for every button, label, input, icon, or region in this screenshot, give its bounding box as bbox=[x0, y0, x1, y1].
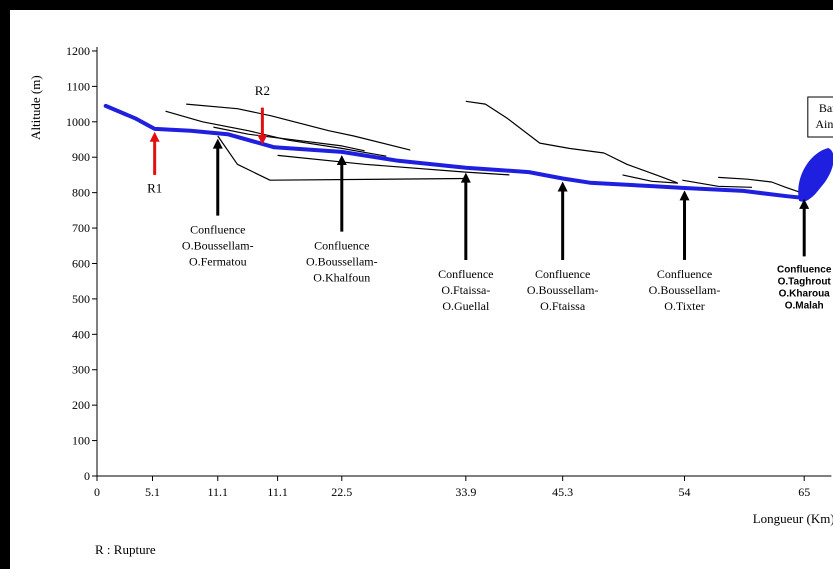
tributary-profile-line bbox=[603, 152, 678, 184]
y-tick-label: 1000 bbox=[66, 115, 90, 129]
dam-label-box bbox=[807, 96, 833, 138]
y-tick-label: 300 bbox=[72, 363, 90, 377]
x-tick-label: 0 bbox=[94, 485, 100, 499]
arrow-head bbox=[149, 131, 160, 142]
confluence-label-line: O.Boussellam- bbox=[182, 239, 254, 253]
confluence-label-line: Confluence bbox=[777, 264, 832, 275]
x-tick-label: 33.9 bbox=[455, 485, 476, 499]
confluence-arrow-c5 bbox=[679, 190, 690, 260]
confluence-label-line: O.Guellal bbox=[442, 299, 490, 313]
confluence-label-line: O.Taghrout bbox=[778, 276, 832, 287]
rupture-r2-arrow bbox=[257, 107, 268, 145]
y-tick-label: 900 bbox=[72, 150, 90, 164]
rupture-r1-label: R1 bbox=[147, 181, 162, 196]
rupture-r2-label: R2 bbox=[255, 83, 270, 98]
tributary-profile-line bbox=[622, 174, 679, 184]
confluence-label-line: O.Kharoua bbox=[779, 288, 831, 299]
confluence-arrow-c6 bbox=[799, 198, 810, 257]
confluence-label-line: O.Ftaissa- bbox=[441, 283, 490, 297]
arrow-head bbox=[460, 172, 471, 183]
confluence-arrow-c4 bbox=[557, 181, 568, 260]
main-river-profile-line bbox=[103, 103, 807, 200]
x-axis-title: Longueur (Km) bbox=[753, 511, 833, 526]
confluence-arrow-c2 bbox=[336, 154, 347, 232]
tributary-profile-line bbox=[277, 154, 510, 176]
x-tick-label: 5.1 bbox=[145, 485, 160, 499]
y-tick-label: 100 bbox=[72, 434, 90, 448]
y-tick-label: 500 bbox=[72, 292, 90, 306]
confluence-label-line: O.Tixter bbox=[664, 299, 705, 313]
tributary-profile-line bbox=[213, 126, 365, 152]
confluence-label-line: O.Khalfoun bbox=[313, 271, 370, 285]
confluence-arrow-c3 bbox=[460, 172, 471, 260]
x-tick-label: 11.1 bbox=[267, 485, 288, 499]
y-tick-label: 1100 bbox=[66, 79, 90, 93]
x-tick-label: 11.1 bbox=[207, 485, 228, 499]
tributary-profile-line bbox=[217, 135, 466, 181]
arrow-head bbox=[799, 198, 810, 209]
confluence-label-line: O.Boussellam- bbox=[649, 283, 721, 297]
y-tick-label: 800 bbox=[72, 186, 90, 200]
y-tick-label: 0 bbox=[84, 469, 90, 483]
y-tick-label: 400 bbox=[72, 327, 90, 341]
tributary-profile-line bbox=[682, 179, 753, 188]
x-tick-label: 54 bbox=[679, 485, 691, 499]
confluence-label-line: O.Ftaissa bbox=[540, 299, 586, 313]
confluence-label-line: O.Fermatou bbox=[189, 255, 247, 269]
x-tick-label: 65 bbox=[798, 485, 810, 499]
rupture-footnote: R : Rupture bbox=[95, 542, 156, 557]
y-tick-label: 700 bbox=[72, 221, 90, 235]
x-tick-label: 22.5 bbox=[331, 485, 352, 499]
tributary-profile-line bbox=[718, 176, 802, 194]
confluence-label-line: O.Malah bbox=[785, 300, 824, 311]
y-tick-label: 600 bbox=[72, 256, 90, 270]
confluence-label-line: O.Boussellam- bbox=[306, 255, 378, 269]
confluence-label-line: Confluence bbox=[438, 267, 493, 281]
y-tick-label: 1200 bbox=[66, 44, 90, 58]
tributary-profile-line bbox=[186, 103, 411, 151]
confluence-arrow-c1 bbox=[212, 138, 223, 216]
arrow-head bbox=[257, 134, 268, 145]
dam-reservoir-mark bbox=[798, 147, 833, 202]
tributary-profile-line bbox=[165, 110, 387, 157]
confluence-label-line: Confluence bbox=[657, 267, 712, 281]
confluence-label-line: O.Boussellam- bbox=[527, 283, 599, 297]
arrow-head bbox=[212, 138, 223, 149]
arrow-head bbox=[679, 190, 690, 201]
y-axis-title: Altitude (m) bbox=[28, 75, 43, 140]
confluence-label-line: Confluence bbox=[190, 223, 245, 237]
confluence-label-line: Confluence bbox=[314, 239, 369, 253]
tributary-profile-line bbox=[465, 100, 605, 154]
arrow-head bbox=[336, 154, 347, 165]
dam-label-line: Ain Zada bbox=[815, 117, 833, 131]
rupture-r1-arrow bbox=[149, 131, 160, 175]
y-tick-label: 200 bbox=[72, 398, 90, 412]
arrow-head bbox=[557, 181, 568, 192]
confluence-label-line: Confluence bbox=[535, 267, 590, 281]
dam-label-line: Barrage bbox=[819, 101, 833, 115]
chart-frame: 0 100 200 300 400 500 600 700 800 900 1000 1100 1200… bbox=[10, 10, 833, 569]
x-tick-label: 45.3 bbox=[552, 485, 573, 499]
longitudinal-profile-chart: 0 100 200 300 400 500 600 700 800 900 1000 1100 1200… bbox=[28, 44, 833, 557]
